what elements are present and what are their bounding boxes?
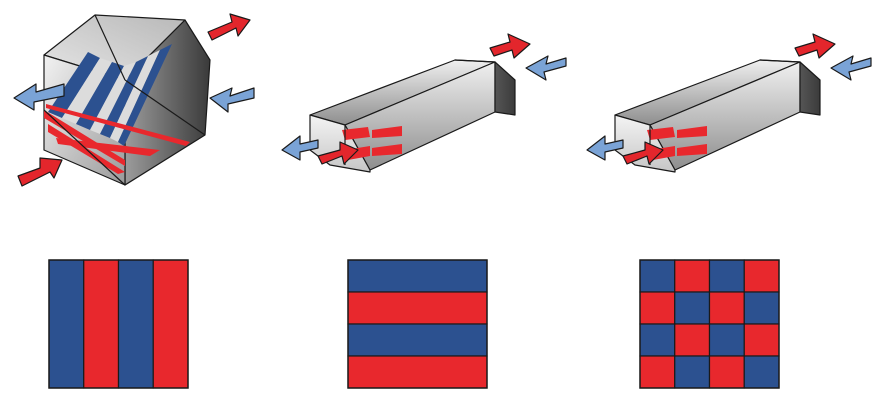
pattern-cell-red [152,259,189,389]
pattern-cell-red [83,259,120,389]
pattern-cell-blue [743,355,780,389]
face-stripes [647,126,707,160]
pattern-cell-blue [117,259,154,389]
arrow-blue-in-right [830,55,872,81]
arrow-blue-in-right [209,87,255,113]
cross-flow-exchanger [13,13,255,187]
pattern-cell-blue [639,323,676,357]
pattern-horizontal-stripes [347,259,488,389]
arrow-red-out-top [207,13,251,41]
pattern-cell-red [743,323,780,357]
pattern-cell-red [743,259,780,293]
pattern-cell-blue [347,259,488,293]
pattern-cell-blue [743,291,780,325]
pattern-cell-red [639,291,676,325]
arrow-red-out-top [489,33,531,59]
arrow-red-out-top [794,33,836,59]
pattern-cell-blue [708,259,745,293]
pattern-cell-red [708,291,745,325]
end-cap [454,59,516,116]
pattern-checkerboard [639,259,780,389]
end-cap [759,59,821,116]
arrow-red-in-bottom [17,157,63,187]
arrow-blue-out-left [586,135,624,161]
arrow-blue-out-left [13,83,65,111]
counter-flow-exchanger-checkered [586,33,872,173]
pattern-cell-red [347,355,488,389]
pattern-cell-blue [347,323,488,357]
pattern-frame [48,259,189,389]
pattern-cell-red [674,323,711,357]
pattern-cell-red [708,355,745,389]
pattern-frame [347,259,488,389]
pattern-cell-blue [674,355,711,389]
pattern-cell-red [674,259,711,293]
pattern-cell-blue [708,323,745,357]
pattern-cell-red [347,291,488,325]
pattern-cell-blue [48,259,85,389]
arrow-blue-out-left [281,135,319,161]
pattern-cell-blue [674,291,711,325]
arrow-red-in [622,141,664,165]
pattern-frame [639,259,780,389]
counter-flow-exchanger-layered [281,33,567,173]
pattern-cell-blue [639,259,676,293]
arrow-red-in [317,141,359,165]
arrow-blue-in-right [525,55,567,81]
pattern-vertical-stripes [48,259,189,389]
pattern-cell-red [639,355,676,389]
